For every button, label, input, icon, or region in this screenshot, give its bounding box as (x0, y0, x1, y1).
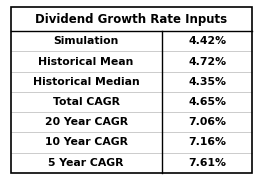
Text: 7.06%: 7.06% (188, 117, 226, 127)
Text: 4.72%: 4.72% (188, 57, 226, 67)
Text: 4.65%: 4.65% (188, 97, 226, 107)
Text: 10 Year CAGR: 10 Year CAGR (45, 138, 128, 147)
Text: 7.61%: 7.61% (188, 158, 226, 168)
Text: 7.16%: 7.16% (188, 138, 226, 147)
Text: 20 Year CAGR: 20 Year CAGR (44, 117, 128, 127)
Text: Historical Median: Historical Median (33, 77, 139, 87)
Text: Total CAGR: Total CAGR (53, 97, 120, 107)
Text: Simulation: Simulation (53, 36, 119, 46)
Text: 4.35%: 4.35% (188, 77, 226, 87)
Text: 5 Year CAGR: 5 Year CAGR (48, 158, 124, 168)
Text: 4.42%: 4.42% (188, 36, 226, 46)
Text: Dividend Growth Rate Inputs: Dividend Growth Rate Inputs (36, 13, 227, 26)
Text: Historical Mean: Historical Mean (38, 57, 134, 67)
